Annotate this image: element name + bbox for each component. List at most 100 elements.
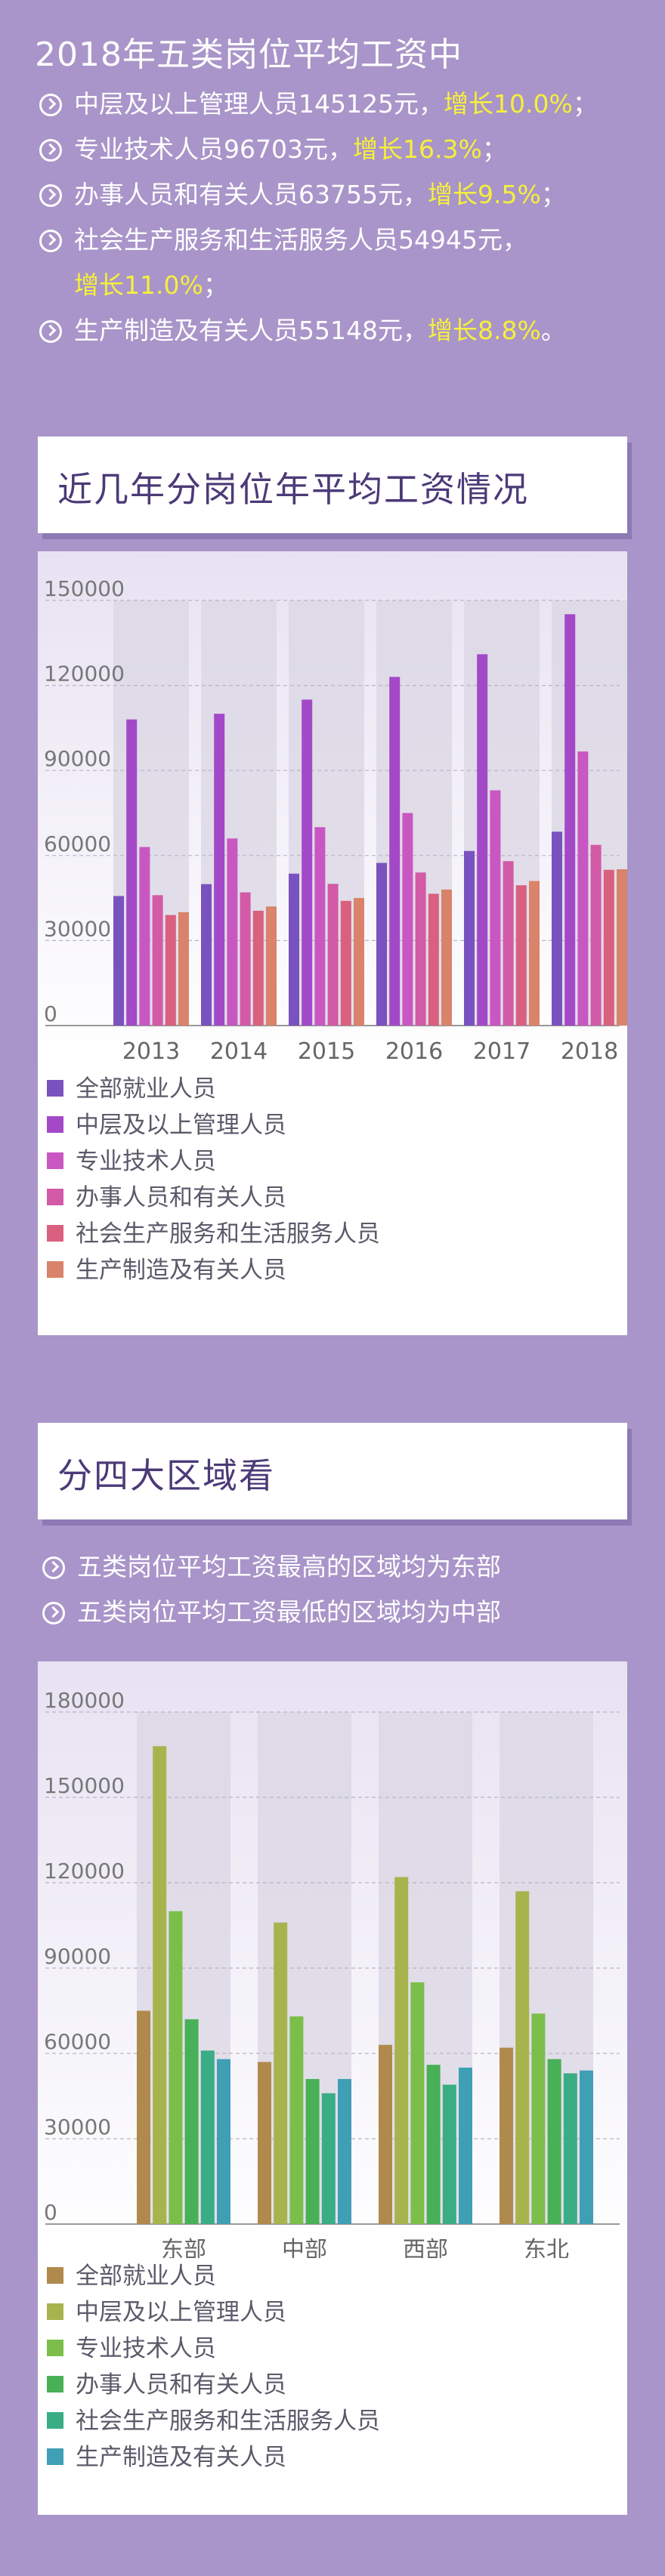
bar	[376, 862, 387, 1026]
yearly-salary-bar-chart: 0 30000 60000 90000 120000 150000 2013 2014 2015…	[38, 551, 627, 1065]
legend-item: 社会生产服务和生活服务人员	[45, 2403, 380, 2439]
chart-legend: 全部就业人员 中层及以上管理人员 专业技术人员 办事人员和有关人员 社会生产服务…	[45, 1071, 380, 1288]
section-header-yearly: 近几年分岗位年平均工资情况	[38, 437, 627, 533]
bar	[184, 2019, 199, 2224]
bullet-text: 办事人员和有关人员63755元，	[74, 180, 428, 209]
x-tick-label: 2018	[561, 1038, 618, 1065]
bar	[394, 1877, 409, 2224]
bar	[227, 838, 238, 1026]
bar	[165, 915, 176, 1026]
bar	[258, 2062, 271, 2224]
bar	[354, 898, 364, 1026]
y-tick-label: 0	[44, 1001, 57, 1026]
legend-swatch	[47, 1116, 63, 1133]
y-tick-label: 60000	[44, 2029, 111, 2054]
x-tick-label: 东部	[161, 2237, 206, 2258]
bar	[178, 912, 189, 1026]
x-tick-label: 2014	[210, 1038, 268, 1065]
y-tick-label: 0	[44, 2200, 57, 2225]
bar	[580, 2070, 593, 2224]
chevron-circle-icon	[42, 1556, 65, 1579]
bar	[314, 827, 326, 1026]
y-tick-label: 150000	[44, 576, 125, 601]
section-title: 分四大区域看	[57, 1455, 275, 1496]
x-tick-label: 2016	[385, 1038, 443, 1065]
chevron-circle-icon	[39, 139, 62, 162]
bar	[564, 614, 576, 1026]
y-tick-label: 30000	[44, 916, 111, 941]
legend-swatch	[47, 1189, 63, 1205]
x-tick-label: 2015	[298, 1038, 355, 1065]
legend-label: 社会生产服务和生活服务人员	[76, 1220, 380, 1248]
summary-bullet: 生产制造及有关人员55148元，增长8.8%。	[35, 308, 654, 353]
y-tick-label: 120000	[44, 662, 125, 686]
legend-label: 中层及以上管理人员	[76, 2299, 286, 2326]
y-tick-label: 150000	[44, 1773, 125, 1798]
y-tick-label: 90000	[44, 746, 111, 771]
y-tick-label: 30000	[44, 2115, 111, 2139]
x-tick-label: 2017	[473, 1038, 530, 1065]
growth-highlight: 增长10.0%	[443, 89, 573, 119]
y-tick-label: 90000	[44, 1944, 111, 1969]
bar	[169, 1911, 183, 2224]
bullet-text: 专业技术人员96703元，	[74, 134, 353, 164]
x-tick-label: 东北	[524, 2237, 569, 2258]
legend-label: 专业技术人员	[76, 1148, 216, 1175]
legend-label: 全部就业人员	[76, 1075, 216, 1103]
legend-item: 全部就业人员	[45, 2258, 380, 2294]
growth-highlight: 增长9.5%	[427, 180, 541, 209]
regional-salary-bar-chart: 0 30000 60000 90000 120000 150000 180000 东部 中部 西部…	[38, 1661, 627, 2258]
bar	[441, 889, 452, 1026]
chevron-circle-icon	[39, 230, 62, 252]
legend-label: 生产制造及有关人员	[76, 1257, 286, 1284]
legend-item: 办事人员和有关人员	[45, 1180, 380, 1216]
bar	[201, 884, 212, 1026]
bar	[240, 892, 251, 1026]
bar	[389, 677, 401, 1026]
growth-highlight: 增长11.0%	[74, 270, 203, 300]
legend-label: 办事人员和有关人员	[76, 2371, 286, 2399]
legend-label: 专业技术人员	[76, 2335, 216, 2362]
legend-swatch	[47, 2448, 63, 2465]
chart-panel-yearly: 0 30000 60000 90000 120000 150000 2013 2014 2015…	[38, 551, 627, 1335]
legend-swatch	[47, 1261, 63, 1278]
bar	[266, 906, 277, 1026]
x-tick-label: 2013	[122, 1038, 180, 1065]
regional-note: 五类岗位平均工资最高的区域均为东部	[38, 1544, 642, 1590]
legend-swatch	[47, 2340, 63, 2356]
bar	[289, 873, 299, 1026]
bar	[113, 896, 124, 1026]
legend-swatch	[47, 1225, 63, 1242]
summary-bullet-list: 中层及以上管理人员145125元，增长10.0%； 专业技术人员96703元，增…	[35, 82, 654, 353]
chevron-circle-icon	[39, 184, 62, 207]
bar	[603, 869, 614, 1026]
bar	[590, 844, 602, 1026]
bar	[410, 1982, 425, 2224]
legend-item: 生产制造及有关人员	[45, 2439, 380, 2476]
bullet-punct: ；	[203, 270, 228, 300]
category-band	[464, 600, 540, 1026]
bar	[500, 2047, 513, 2224]
legend-item: 专业技术人员	[45, 1143, 380, 1180]
x-tick-label: 中部	[282, 2237, 327, 2258]
category-band	[552, 600, 627, 1026]
bar	[402, 813, 413, 1026]
bar	[547, 2059, 561, 2224]
legend-item: 办事人员和有关人员	[45, 2367, 380, 2403]
growth-highlight: 增长8.8%	[427, 316, 541, 345]
bar	[139, 847, 150, 1026]
bar	[464, 850, 475, 1026]
bullet-text: 社会生产服务和生活服务人员54945元，	[74, 225, 527, 255]
bar	[442, 2084, 456, 2224]
bar	[490, 790, 501, 1026]
bar	[305, 2078, 320, 2224]
chevron-circle-icon	[39, 320, 62, 343]
legend-label: 全部就业人员	[76, 2263, 216, 2290]
bar	[252, 910, 264, 1026]
top-summary: 2018年五类岗位平均工资中 中层及以上管理人员145125元，增长10.0%；…	[0, 0, 665, 393]
legend-item: 专业技术人员	[45, 2331, 380, 2367]
legend-item: 社会生产服务和生活服务人员	[45, 1216, 380, 1252]
chevron-circle-icon	[39, 94, 62, 116]
bar	[152, 895, 163, 1026]
legend-label: 生产制造及有关人员	[76, 2444, 286, 2471]
